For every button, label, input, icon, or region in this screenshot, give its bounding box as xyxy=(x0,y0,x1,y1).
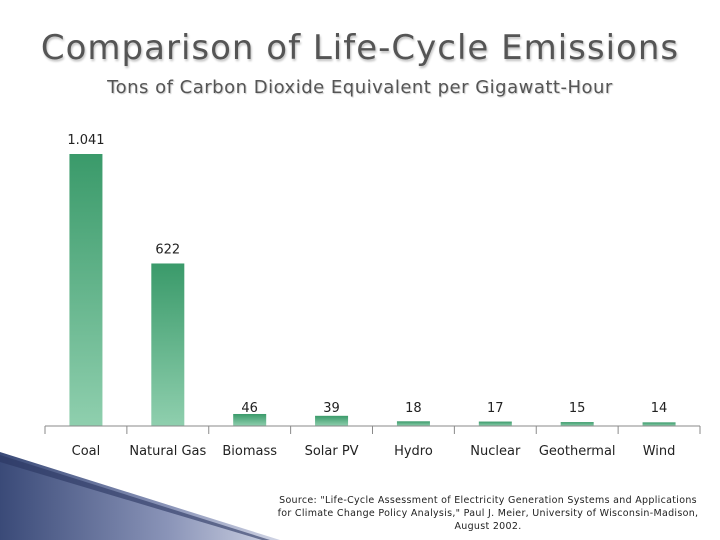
bar-nuclear xyxy=(478,421,512,426)
tick-label: Natural Gas xyxy=(129,444,206,459)
chart-subtitle: Tons of Carbon Dioxide Equivalent per Gi… xyxy=(107,77,613,98)
bar-solar-pv xyxy=(315,415,349,426)
data-label: 622 xyxy=(155,242,180,257)
decoration-swoosh-line xyxy=(0,455,270,540)
data-label: 46 xyxy=(241,401,258,416)
tick-label: Coal xyxy=(72,444,101,459)
bar-biomass xyxy=(233,413,267,426)
data-label: 18 xyxy=(405,401,422,416)
bar-coal xyxy=(69,154,103,426)
bar-hydro xyxy=(396,421,430,426)
tick-label: Geothermal xyxy=(539,444,616,459)
bar-geothermal xyxy=(560,422,594,426)
tick-label: Biomass xyxy=(222,444,277,459)
labels-group: Coal 1.041 Natural Gas 622 Biomass 46 Solar PV… xyxy=(67,133,675,459)
x-axis xyxy=(44,425,701,434)
data-label: 17 xyxy=(487,401,504,416)
bar-wind xyxy=(642,422,676,426)
tick-label: Wind xyxy=(643,444,676,459)
bars-group xyxy=(69,154,676,426)
source-citation: Source: "Life-Cycle Assessment of Electr… xyxy=(272,494,704,533)
tick-label: Hydro xyxy=(394,444,433,459)
data-label: 14 xyxy=(651,401,668,416)
tick-label: Nuclear xyxy=(470,444,521,459)
data-label: 15 xyxy=(569,401,586,416)
decoration-swoosh xyxy=(0,452,280,540)
source-line-2: for Climate Change Policy Analysis," Pau… xyxy=(277,508,699,519)
bar-natural-gas xyxy=(151,263,185,426)
data-label: 39 xyxy=(323,401,340,416)
chart-title: Comparison of Life-Cycle Emissions xyxy=(40,28,680,68)
data-label: 1.041 xyxy=(67,133,104,148)
source-line-1: Source: "Life-Cycle Assessment of Electr… xyxy=(279,495,697,506)
source-line-3: August 2002. xyxy=(454,521,522,532)
tick-label: Solar PV xyxy=(305,444,359,459)
